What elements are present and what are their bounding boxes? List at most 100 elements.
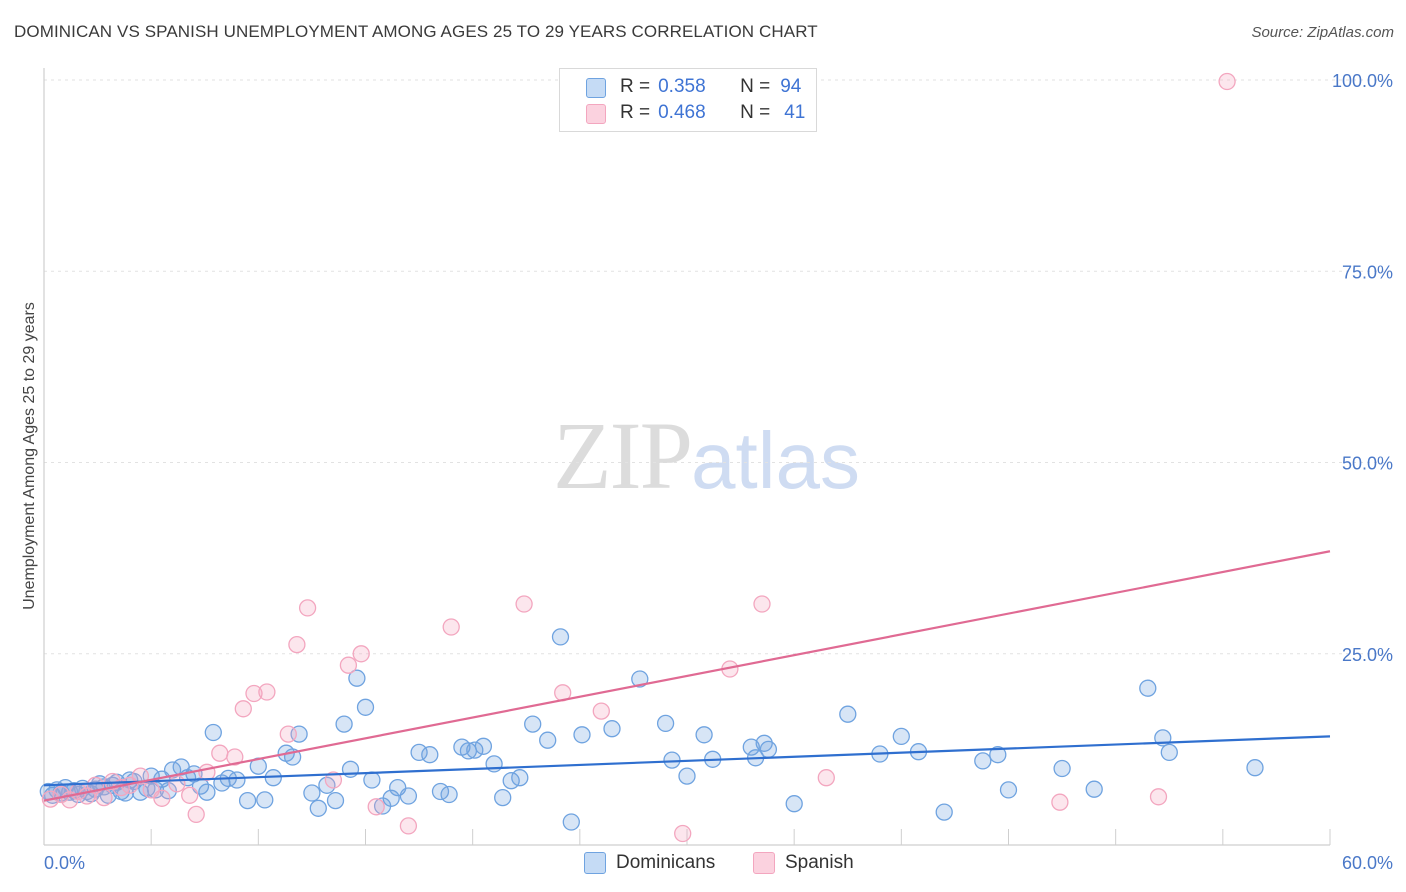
data-point (339, 656, 358, 674)
data-point (226, 748, 244, 766)
legend-swatch-dominicans (586, 78, 606, 98)
trend-line-dominicans (43, 735, 1331, 787)
data-point (753, 595, 771, 613)
legend-r-label: R = (620, 76, 651, 97)
data-point (935, 803, 953, 821)
y-tick-label: 50.0% (1342, 454, 1393, 474)
data-point (674, 824, 692, 843)
data-point (524, 715, 542, 733)
data-point (839, 705, 857, 723)
legend-row-spanish: R = 0.468 N = 41 (586, 101, 805, 125)
data-point (817, 769, 835, 787)
data-point (539, 731, 557, 749)
data-point (309, 799, 327, 817)
legend-item-spanish: Spanish (753, 852, 854, 874)
data-point (198, 783, 216, 801)
data-point (181, 786, 199, 804)
data-point (228, 771, 246, 789)
data-point (974, 752, 992, 770)
series-spanish (41, 72, 1236, 843)
legend-swatch-spanish (753, 852, 775, 874)
data-point (678, 767, 696, 785)
data-point (1160, 743, 1178, 762)
data-point (999, 781, 1018, 799)
y-tick-label: 100.0% (1332, 71, 1393, 91)
legend-swatch-dominicans (584, 852, 606, 874)
data-point (168, 775, 186, 793)
data-point (603, 720, 621, 738)
data-point (288, 635, 306, 654)
data-point (892, 727, 910, 746)
data-point (511, 769, 529, 787)
legend-item-dominicans: Dominicans (584, 852, 715, 874)
legend-label-dominicans: Dominicans (616, 852, 716, 873)
data-point (335, 715, 353, 733)
data-point (440, 785, 458, 804)
data-point (410, 743, 428, 762)
legend-label-spanish: Spanish (785, 852, 854, 873)
data-point (258, 683, 276, 701)
trend-lines (43, 550, 1331, 802)
data-point (326, 791, 345, 810)
data-point (1246, 759, 1264, 777)
data-point (663, 751, 681, 769)
data-point (759, 740, 778, 759)
y-tick-labels: 25.0% 50.0% 75.0% 100.0% (1332, 71, 1393, 665)
trend-line-spanish (43, 550, 1331, 802)
data-point (279, 725, 297, 743)
data-point (1139, 679, 1157, 697)
legend-row-dominicans: R = 0.358 N = 94 (586, 75, 801, 99)
data-point (399, 787, 418, 805)
y-tick-label: 75.0% (1342, 262, 1393, 282)
data-point (256, 791, 274, 809)
data-point (695, 726, 713, 744)
data-point (1085, 780, 1103, 798)
data-point (356, 698, 375, 716)
axes (43, 68, 1331, 846)
legend-r-value: 0.468 (658, 102, 706, 123)
x-tick-label: 0.0% (44, 853, 85, 873)
legend-n-value: 41 (784, 102, 806, 123)
legend-n-value: 94 (780, 76, 802, 97)
x-tick-label: 60.0% (1342, 853, 1393, 873)
y-tick-label: 25.0% (1342, 645, 1393, 665)
legend-swatch-spanish (586, 104, 606, 124)
data-point (562, 813, 580, 831)
data-point (1218, 72, 1236, 91)
data-point (303, 784, 321, 802)
data-point (399, 817, 418, 835)
data-point (551, 628, 570, 646)
x-tick-labels: 0.0% 60.0% (44, 853, 1393, 873)
data-point (1051, 793, 1069, 811)
correlation-legend: R = 0.358 N = 94 R = 0.468 N = 41 (559, 68, 817, 132)
source-label: Source: ZipAtlas.com (1251, 24, 1394, 41)
data-point (442, 618, 460, 636)
data-point (382, 789, 400, 807)
data-point (245, 684, 263, 703)
data-point (742, 738, 760, 756)
data-point (367, 798, 385, 816)
chart-title: DOMINICAN VS SPANISH UNEMPLOYMENT AMONG … (14, 22, 818, 41)
data-point (238, 791, 257, 810)
data-point (592, 702, 610, 720)
data-point (1053, 759, 1071, 778)
data-point (153, 789, 171, 807)
watermark: ZIPatlas (553, 400, 860, 511)
data-point (656, 714, 675, 733)
series-dominicans (39, 628, 1264, 831)
data-point (95, 788, 113, 807)
data-point (211, 744, 229, 762)
data-point (421, 746, 439, 764)
data-point (515, 595, 533, 613)
data-point (363, 771, 381, 789)
data-point (204, 723, 222, 742)
watermark-zip: ZIP (553, 402, 693, 509)
data-point (352, 645, 370, 663)
data-point (494, 788, 512, 807)
data-point (234, 700, 252, 718)
legend-n-label: N = (740, 76, 771, 97)
data-point (466, 741, 484, 759)
data-point (474, 737, 493, 755)
legend-r-label: R = (620, 102, 651, 123)
